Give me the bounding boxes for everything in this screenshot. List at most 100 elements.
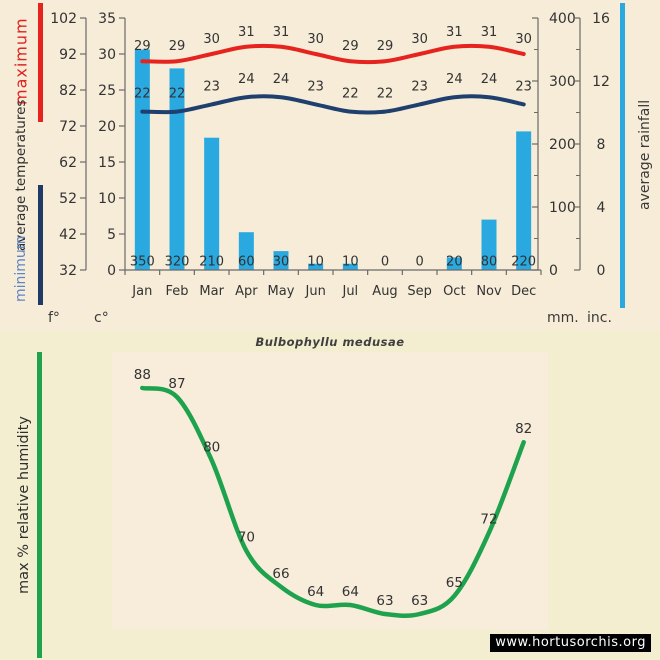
celsius-tick-label: 25 <box>98 83 116 99</box>
rainfall-value-label: 320 <box>165 255 190 270</box>
min-temp-value-label: 22 <box>342 87 359 102</box>
celsius-tick-label: 20 <box>98 119 116 135</box>
rainfall-value-label: 210 <box>199 255 224 270</box>
species-title: Bulbophyllu medusae <box>255 335 405 349</box>
inches-tick-label: 8 <box>597 137 606 153</box>
min-temp-value-label: 23 <box>203 79 220 94</box>
max-temp-value-label: 29 <box>342 39 359 54</box>
fahrenheit-tick-label: 72 <box>59 119 77 135</box>
rainfall-bar <box>134 49 150 270</box>
rainfall-bar <box>342 263 358 270</box>
fahrenheit-unit-label: f° <box>48 310 60 326</box>
month-label: Jan <box>131 284 152 299</box>
max-temp-value-label: 29 <box>377 39 394 54</box>
inches-tick-label: 4 <box>597 200 606 216</box>
min-temp-value-label: 23 <box>515 79 532 94</box>
min-temp-value-label: 24 <box>273 72 290 87</box>
max-temp-value-label: 30 <box>203 32 220 47</box>
humidity-value-label: 80 <box>203 439 220 455</box>
max-temp-value-label: 31 <box>273 25 290 40</box>
fahrenheit-tick-label: 42 <box>59 227 77 243</box>
rainfall-bar <box>238 232 254 270</box>
celsius-tick-label: 30 <box>98 47 116 63</box>
humidity-value-label: 70 <box>238 530 255 546</box>
month-label: Nov <box>476 284 502 299</box>
mm-tick-label: 400 <box>549 11 576 27</box>
celsius-unit-label: c° <box>94 310 109 326</box>
month-label: Oct <box>443 284 465 299</box>
fahrenheit-tick-label: 92 <box>59 47 77 63</box>
humidity-value-label: 64 <box>307 584 324 600</box>
inches-tick-label: 12 <box>592 74 610 90</box>
rainfall-value-label: 10 <box>342 255 359 270</box>
humidity-value-label: 72 <box>480 512 497 528</box>
millimeters-unit-label: mm. <box>547 310 579 326</box>
celsius-tick-label: 35 <box>98 11 116 27</box>
humidity-value-label: 82 <box>515 421 532 437</box>
min-temp-value-label: 23 <box>411 79 428 94</box>
month-label: Dec <box>511 284 536 299</box>
humidity-value-label: 88 <box>134 367 151 383</box>
min-temp-line <box>140 94 526 115</box>
month-label: Sep <box>407 284 432 299</box>
rainfall-bar <box>169 68 185 271</box>
mm-tick-label: 300 <box>549 74 576 90</box>
max-temp-legend-line <box>38 3 43 122</box>
inches-tick-label: 16 <box>592 11 610 27</box>
month-label: Jul <box>341 284 358 299</box>
rainfall-value-label: 10 <box>307 255 324 270</box>
mm-tick-label: 100 <box>549 200 576 216</box>
humidity-value-label: 87 <box>168 376 185 392</box>
max-temp-value-label: 29 <box>169 39 186 54</box>
humidity-value-label: 63 <box>376 593 393 609</box>
min-temp-legend-line <box>38 185 43 305</box>
min-temp-value-label: 22 <box>134 87 151 102</box>
rainfall-value-label: 60 <box>238 255 255 270</box>
month-label: Jun <box>305 284 326 299</box>
rainfall-value-label: 80 <box>481 255 498 270</box>
rainfall-bar <box>308 263 324 270</box>
fahrenheit-tick-label: 102 <box>50 11 77 27</box>
min-temp-value-label: 22 <box>169 87 186 102</box>
min-temp-value-label: 23 <box>307 79 324 94</box>
humidity-line <box>140 385 526 618</box>
max-temp-value-label: 30 <box>307 32 324 47</box>
min-temp-value-label: 22 <box>377 87 394 102</box>
max-temp-value-label: 31 <box>238 25 255 40</box>
humidity-chart: 88 87 80 70 66 64 64 63 63 65 72 82 <box>134 367 532 618</box>
humidity-legend-line <box>37 352 42 658</box>
min-temp-value-label: 24 <box>481 72 498 87</box>
min-temp-value-label: 24 <box>238 72 255 87</box>
month-label: Apr <box>235 284 258 299</box>
inches-tick-label: 0 <box>597 263 606 279</box>
month-label: Mar <box>199 284 224 299</box>
month-label: May <box>268 284 295 299</box>
max-temp-line <box>140 43 526 65</box>
fahrenheit-tick-label: 62 <box>59 155 77 171</box>
rainfall-value-label: 0 <box>416 255 424 270</box>
rainfall-value-label: 220 <box>511 255 536 270</box>
rainfall-bar <box>446 257 462 270</box>
celsius-tick-label: 5 <box>107 227 116 243</box>
celsius-tick-label: 10 <box>98 191 116 207</box>
mm-tick-label: 0 <box>549 263 558 279</box>
rainfall-bar <box>204 137 220 270</box>
mm-tick-label: 200 <box>549 137 576 153</box>
max-temp-value-label: 31 <box>446 25 463 40</box>
fahrenheit-tick-label: 82 <box>59 83 77 99</box>
humidity-chart-background <box>112 352 548 630</box>
month-label: Aug <box>372 284 397 299</box>
humidity-value-label: 66 <box>272 566 289 582</box>
rainfall-bar <box>481 219 497 270</box>
watermark: www.hortusorchis.org <box>490 634 651 652</box>
celsius-tick-label: 0 <box>107 263 116 279</box>
max-temp-value-label: 31 <box>481 25 498 40</box>
fahrenheit-tick-label: 32 <box>59 263 77 279</box>
rainfall-bar <box>273 251 289 270</box>
humidity-value-label: 65 <box>446 575 463 591</box>
humidity-value-label: 64 <box>342 584 359 600</box>
max-temp-value-label: 30 <box>411 32 428 47</box>
rainfall-bar <box>516 131 532 270</box>
